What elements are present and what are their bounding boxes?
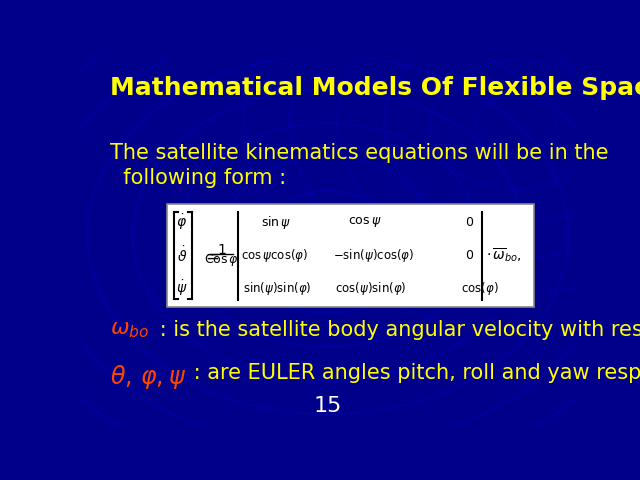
- Text: 15: 15: [314, 396, 342, 416]
- Text: $0$: $0$: [465, 249, 474, 262]
- Text: $1$: $1$: [216, 243, 226, 257]
- Text: $\dot{\vartheta}$: $\dot{\vartheta}$: [177, 245, 187, 265]
- Text: $\dot{\varphi}$: $\dot{\varphi}$: [176, 212, 187, 232]
- Text: $\sin\psi$: $\sin\psi$: [261, 214, 291, 230]
- Text: $\cos(\psi)\sin(\varphi)$: $\cos(\psi)\sin(\varphi)$: [335, 280, 407, 297]
- Text: $\theta,\,\varphi,\psi$: $\theta,\,\varphi,\psi$: [110, 362, 186, 391]
- Text: : are EULER angles pitch, roll and yaw respectively.: : are EULER angles pitch, roll and yaw r…: [187, 362, 640, 383]
- Text: $\cdot\,\overline{\omega}_{bo},$: $\cdot\,\overline{\omega}_{bo},$: [486, 246, 522, 264]
- Text: The satellite kinematics equations will be in the: The satellite kinematics equations will …: [110, 143, 608, 163]
- Text: $\mathrm{Cos}\,\varphi$: $\mathrm{Cos}\,\varphi$: [204, 252, 239, 268]
- Text: $\cos(\varphi)$: $\cos(\varphi)$: [461, 280, 499, 297]
- Text: $\sin(\psi)\sin(\varphi)$: $\sin(\psi)\sin(\varphi)$: [243, 280, 311, 297]
- Text: $\cos\psi\cos(\varphi)$: $\cos\psi\cos(\varphi)$: [241, 247, 308, 264]
- Text: $=$: $=$: [202, 246, 219, 264]
- Text: : is the satellite body angular velocity with respect to the OCS;: : is the satellite body angular velocity…: [154, 320, 640, 340]
- Text: $\omega_{bo}$: $\omega_{bo}$: [110, 320, 149, 340]
- Text: following form :: following form :: [110, 168, 286, 189]
- Text: $-\sin(\psi)\cos(\varphi)$: $-\sin(\psi)\cos(\varphi)$: [333, 247, 414, 264]
- Text: $\dot{\psi}$: $\dot{\psi}$: [176, 279, 188, 299]
- Text: $\cos\psi$: $\cos\psi$: [348, 215, 381, 229]
- Text: $0$: $0$: [465, 216, 474, 228]
- FancyBboxPatch shape: [167, 204, 534, 307]
- Text: Mathematical Models Of Flexible Space Structures: Mathematical Models Of Flexible Space St…: [110, 76, 640, 100]
